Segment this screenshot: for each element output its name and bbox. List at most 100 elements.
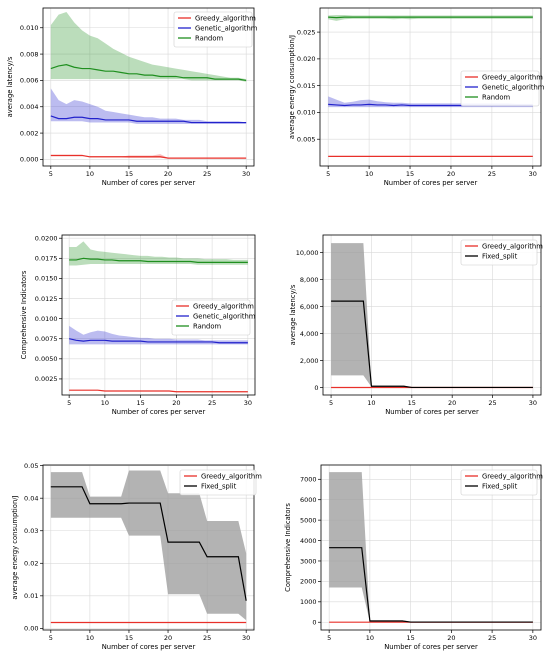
x-axis-label: Number of cores per server	[384, 643, 478, 651]
y-tick-label: 2000	[300, 578, 317, 586]
y-tick-label: 0.01	[24, 592, 38, 600]
y-tick-label: 0.006	[20, 77, 39, 85]
y-tick-label: 8,000	[300, 276, 319, 284]
x-axis-label: Number of cores per server	[385, 408, 479, 416]
legend-box	[460, 239, 538, 266]
plot-area	[50, 11, 247, 159]
chart-panel-1: 5 10 15 20 25 30 0.000 0.002 0.004 0.006 0.008 0.01…	[6, 7, 258, 187]
band-fixed-split	[331, 243, 533, 388]
x-tick-label: 15	[408, 399, 416, 407]
axes-frame	[61, 234, 256, 396]
y-tick-label: 0.02	[24, 560, 38, 568]
line-fixed-split	[329, 547, 533, 623]
y-tick-label: 5000	[300, 516, 317, 524]
axes-frame	[42, 7, 255, 167]
y-tick-label: 3000	[300, 557, 317, 565]
legend-label: Greedy_algorithm	[482, 73, 543, 81]
y-tick-label: 0.05	[24, 462, 38, 470]
chart-panel-6: 5 10 15 20 25 30 0 1000 2000 3000 4000 5000 6000 7000…	[284, 464, 543, 651]
legend-label: Fixed_split	[201, 482, 237, 490]
y-axis-label: average latency/s	[289, 284, 297, 345]
legend: Greedy_algorithm Fixed_split	[460, 239, 543, 266]
line-genetic-algorithm	[50, 115, 247, 124]
x-tick-label: 10	[86, 170, 94, 178]
axes-frame	[322, 234, 542, 396]
y-tick-label: 10,000	[296, 249, 319, 257]
y-tick-label: 0	[314, 384, 318, 392]
line-greedy-algorithm	[50, 154, 247, 159]
y-tick-label: 4000	[300, 537, 317, 545]
x-tick-label: 30	[244, 399, 252, 407]
y-tick-label: 0.00	[24, 625, 38, 633]
line-random	[69, 257, 248, 263]
y-tick-label: 0.015	[297, 82, 316, 90]
legend-box	[173, 11, 253, 48]
plot-area	[69, 241, 248, 393]
x-tick-label: 15	[125, 634, 133, 642]
y-tick-label: 0.010	[20, 24, 39, 32]
y-tick-label: 1000	[300, 598, 317, 606]
x-tick-label: 20	[164, 634, 172, 642]
legend-box	[460, 70, 540, 107]
band-fixed-split	[329, 472, 533, 623]
x-tick-label: 25	[488, 170, 496, 178]
legend-label: Fixed_split	[482, 482, 518, 490]
line-random	[328, 16, 533, 19]
line-random	[50, 64, 247, 82]
legend-box	[460, 469, 538, 496]
x-tick-label: 30	[529, 634, 537, 642]
x-tick-label: 30	[242, 634, 250, 642]
axes-frame	[319, 7, 542, 167]
y-tick-label: 0.004	[20, 103, 39, 111]
y-tick-label: 0.0200	[35, 235, 58, 243]
x-tick-label: 20	[447, 170, 455, 178]
y-tick-label: 0.002	[20, 129, 39, 137]
legend: Greedy_algorithm Fixed_split	[179, 469, 262, 496]
legend-label: Genetic_algorithm	[193, 312, 256, 320]
x-axis-label: Number of cores per server	[384, 179, 478, 187]
legend: Greedy_algorithm Genetic_algorithm Random	[460, 70, 545, 107]
plot-area	[50, 470, 247, 624]
x-tick-label: 30	[242, 170, 250, 178]
y-tick-label: 0	[312, 619, 316, 627]
x-tick-label: 10	[367, 399, 375, 407]
x-tick-label: 30	[529, 399, 537, 407]
x-tick-label: 15	[136, 399, 144, 407]
legend-label: Fixed_split	[482, 252, 518, 260]
y-tick-label: 0.005	[297, 136, 316, 144]
legend: Greedy_algorithm Genetic_algorithm Random	[171, 299, 256, 336]
y-tick-label: 0.0075	[35, 335, 58, 343]
y-tick-label: 6,000	[300, 303, 319, 311]
legend-box	[171, 299, 251, 336]
y-tick-label: 0.0100	[35, 315, 58, 323]
legend-label: Genetic_algorithm	[195, 24, 258, 32]
chart-panel-3: 5 10 15 20 25 30 0.0025 0.0050 0.0075 0.0100 0.012…	[20, 235, 256, 416]
legend-label: Greedy_algorithm	[193, 302, 254, 310]
x-tick-label: 25	[203, 634, 211, 642]
band-genetic-algorithm	[69, 325, 248, 345]
x-tick-label: 20	[448, 399, 456, 407]
x-tick-label: 30	[529, 170, 537, 178]
x-tick-label: 5	[49, 634, 53, 642]
x-tick-label: 5	[67, 399, 71, 407]
x-tick-label: 25	[488, 634, 496, 642]
band-genetic-algorithm	[50, 88, 247, 124]
chart-panel-4: 5 10 15 20 25 30 0 2,000 4,000 6,000 8,000 10,000 Nu…	[289, 234, 543, 416]
legend: Greedy_algorithm Fixed_split	[460, 469, 543, 496]
legend-label: Random	[193, 322, 222, 330]
legend-label: Genetic_algorithm	[482, 83, 545, 91]
y-tick-label: 0.0025	[35, 375, 58, 383]
y-tick-label: 7000	[300, 476, 317, 484]
y-tick-label: 0.04	[24, 494, 38, 502]
x-tick-label: 25	[488, 399, 496, 407]
y-tick-label: 0.0050	[35, 355, 58, 363]
band-fixed-split	[50, 470, 247, 621]
x-tick-label: 20	[172, 399, 180, 407]
x-tick-label: 10	[365, 170, 373, 178]
x-tick-label: 10	[86, 634, 94, 642]
line-fixed-split	[50, 486, 247, 601]
x-tick-label: 20	[164, 170, 172, 178]
chart-panel-5: 5 10 15 20 25 30 0.00 0.01 0.02 0.03 0.04 0.05 Numbe…	[11, 462, 262, 651]
x-axis-label: Number of cores per server	[112, 408, 206, 416]
